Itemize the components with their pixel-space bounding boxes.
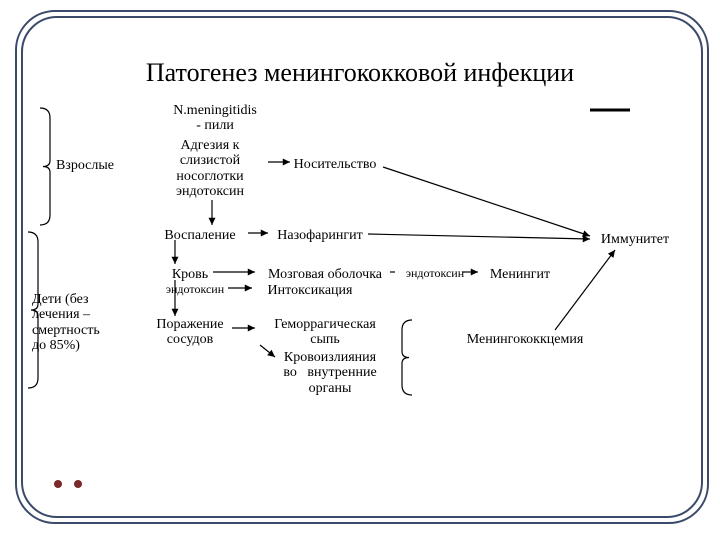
diagram-arrows-layer	[0, 0, 720, 540]
